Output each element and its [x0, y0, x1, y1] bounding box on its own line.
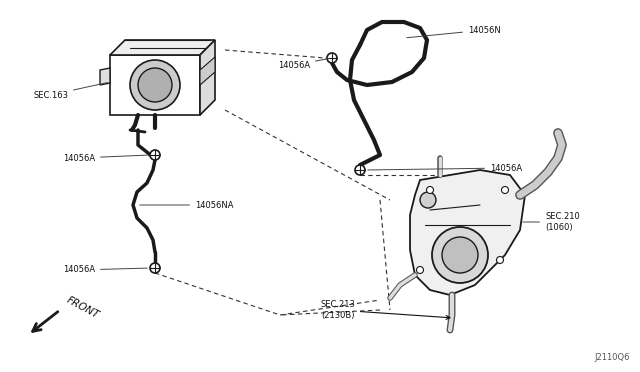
Text: SEC.163: SEC.163	[33, 83, 108, 99]
Text: 14056NA: 14056NA	[140, 201, 234, 209]
Polygon shape	[200, 57, 215, 85]
Text: 14056N: 14056N	[407, 26, 500, 38]
Text: 14056A: 14056A	[368, 164, 522, 173]
Polygon shape	[410, 170, 525, 295]
Text: J2110Q6: J2110Q6	[595, 353, 630, 362]
Text: FRONT: FRONT	[65, 295, 101, 321]
Polygon shape	[110, 55, 200, 115]
Circle shape	[130, 60, 180, 110]
Circle shape	[150, 263, 160, 273]
Circle shape	[426, 186, 433, 193]
Circle shape	[497, 257, 504, 263]
Circle shape	[502, 186, 509, 193]
Circle shape	[327, 53, 337, 63]
Text: SEC.213
(2130B): SEC.213 (2130B)	[320, 300, 450, 320]
Text: 14056A: 14056A	[63, 154, 147, 163]
Text: SEC.210
(1060): SEC.210 (1060)	[523, 212, 580, 232]
Circle shape	[420, 192, 436, 208]
Circle shape	[355, 165, 365, 175]
Circle shape	[442, 237, 478, 273]
Circle shape	[138, 68, 172, 102]
Polygon shape	[110, 40, 215, 55]
Text: 14056A: 14056A	[63, 266, 147, 275]
Polygon shape	[200, 40, 215, 115]
Circle shape	[417, 266, 424, 273]
Circle shape	[432, 227, 488, 283]
Text: 14056A: 14056A	[278, 58, 329, 70]
Circle shape	[150, 150, 160, 160]
Polygon shape	[100, 68, 110, 85]
